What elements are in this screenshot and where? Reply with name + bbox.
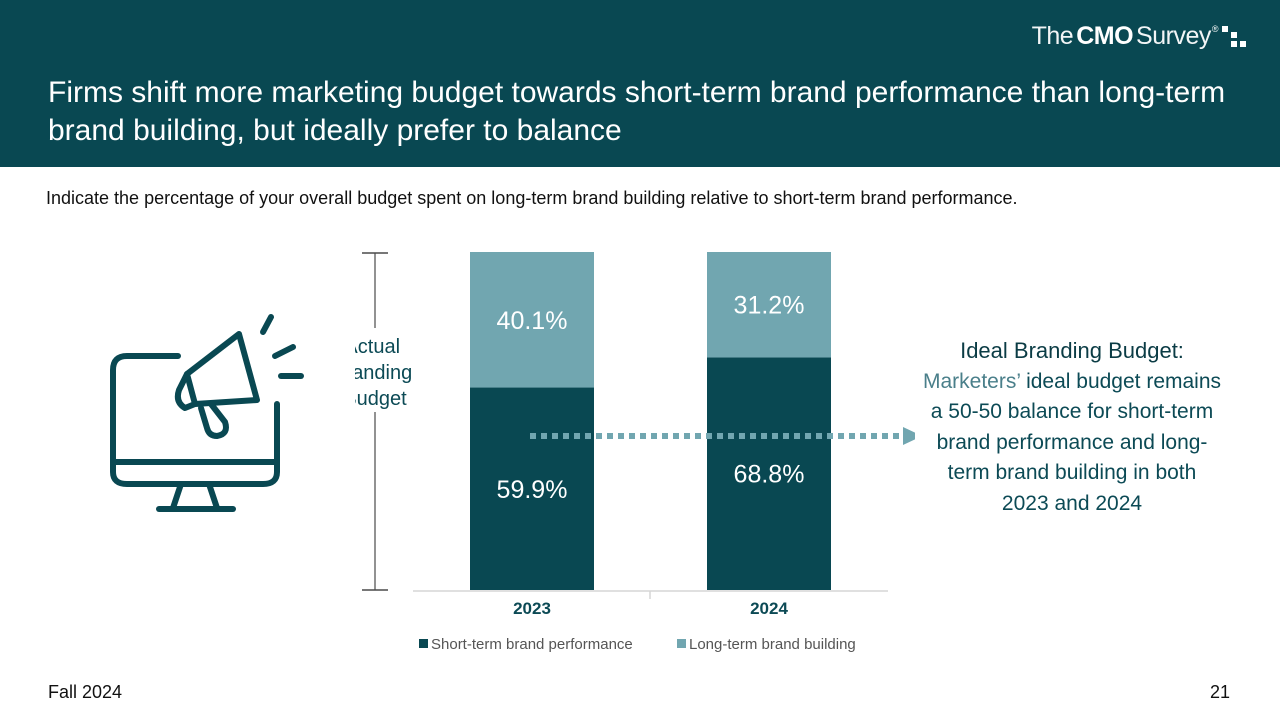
arrow-head-icon [903,427,915,445]
bar-segment-2024-long-term [707,252,831,358]
callout-title: Ideal Branding Budget: [960,338,1184,363]
survey-question: Indicate the percentage of your overall … [46,188,1018,208]
bar-segment-2023-long-term [470,252,594,388]
bracket-label-line: Actual [355,336,400,358]
callout-lead: Marketers’ [922,369,1021,393]
brand-prefix: The [1031,22,1074,50]
ideal-balance-arrow [530,427,915,445]
x-tick-label: 2023 [513,599,551,618]
bar-value-label: 68.8% [734,461,805,489]
legend-swatch [677,639,686,648]
legend-label: Short-term brand performance [431,636,633,653]
callout-body: ideal budget remains a 50-50 balance for… [930,369,1222,515]
brand-logo: The CMO Survey ® [1032,22,1248,51]
header-banner: The CMO Survey ® Firms shift more market… [0,0,1280,167]
bracket-label-line: Budget [355,388,407,410]
x-tick-labels: 2023 2024 [513,599,788,618]
bracket-label-line: Branding [355,362,412,384]
bar-value-label: 59.9% [497,476,568,504]
brand-registered-mark: ® [1211,23,1219,34]
x-tick-label: 2024 [750,599,788,618]
callout-body-block: Marketers’ ideal budget remains a 50-50 … [922,367,1222,520]
page-number: 21 [1209,682,1230,702]
chart-legend: Short-term brand performance Long-term br… [419,636,856,653]
brand-dots-icon [1222,24,1248,50]
stacked-bar-chart: Actual Branding Budget 59.9% 40.1% 68.8% 31… [355,252,915,653]
bracket-label-background [355,328,420,412]
bar-value-label: 40.1% [497,307,568,335]
legend-swatch [419,639,428,648]
page-title: Firms shift more marketing budget toward… [48,76,1226,147]
ideal-budget-callout: Ideal Branding Budget: Marketers’ ideal … [922,336,1222,519]
bar-value-label: 31.2% [734,292,805,320]
monitor-megaphone-icon [110,314,304,512]
brand-suffix: Survey [1136,22,1211,50]
bar-group: 59.9% 40.1% 68.8% 31.2% [470,252,831,590]
legend-label: Long-term brand building [689,636,856,653]
bracket-label: Actual Branding Budget [355,336,418,410]
bar-segment-2024-short-term [707,357,831,590]
bar-segment-2023-short-term [470,387,594,590]
footer-edition: Fall 2024 [48,682,123,702]
brand-bold: CMO [1076,22,1134,50]
